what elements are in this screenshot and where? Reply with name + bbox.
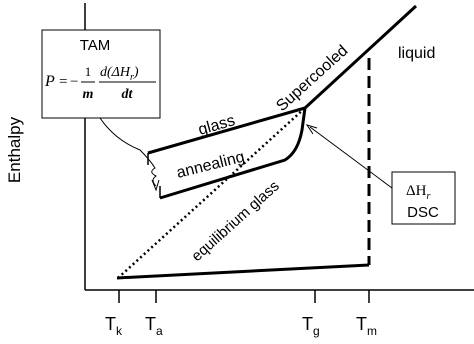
- dotted-line: [117, 107, 306, 279]
- tam-title: TAM: [80, 37, 111, 54]
- tick-label: Ta: [145, 314, 163, 338]
- curves: [116, 4, 418, 280]
- text: P: [44, 73, 55, 90]
- text: T: [105, 314, 116, 334]
- tam-box: [41, 29, 161, 119]
- text: r: [426, 191, 430, 202]
- text: =: [59, 74, 67, 90]
- dsc-arrow: [309, 126, 393, 189]
- supercooled-label: Supercooled: [273, 42, 351, 115]
- text: −: [70, 74, 78, 90]
- tick-label: Tm: [356, 314, 377, 338]
- text: m: [83, 87, 94, 102]
- text: g: [313, 324, 320, 338]
- text: a: [156, 324, 163, 338]
- arrow-head: [305, 124, 318, 135]
- formula: P = − 1 m d(ΔHr) dt: [44, 64, 156, 102]
- svg-text:d(ΔHr): d(ΔHr): [100, 65, 139, 83]
- text: r: [130, 72, 134, 83]
- equilibrium-glass-label: equilibrium glass: [188, 178, 282, 265]
- annealing-label: annealing: [175, 149, 246, 182]
- ticks: [118, 290, 370, 303]
- text: ): [133, 65, 139, 80]
- text: T: [302, 314, 313, 334]
- tick-label: Tg: [302, 314, 320, 338]
- text: T: [145, 314, 156, 334]
- dsc-box: [391, 171, 456, 225]
- tam-arrow: [99, 117, 157, 187]
- dsc-symbol: ΔHr: [406, 183, 430, 202]
- text: ΔH: [406, 183, 427, 199]
- dsc-label: DSC: [407, 204, 439, 221]
- text: d(ΔH: [100, 65, 131, 80]
- liquid-label: liquid: [398, 45, 435, 62]
- text: T: [356, 314, 367, 334]
- text: m: [367, 324, 377, 338]
- tick-label: Tk: [105, 314, 123, 338]
- arrow-head: [151, 179, 160, 192]
- y-label: Enthalpy: [5, 116, 24, 183]
- text: 1: [85, 64, 92, 79]
- text: k: [116, 324, 123, 338]
- text: dt: [122, 87, 134, 102]
